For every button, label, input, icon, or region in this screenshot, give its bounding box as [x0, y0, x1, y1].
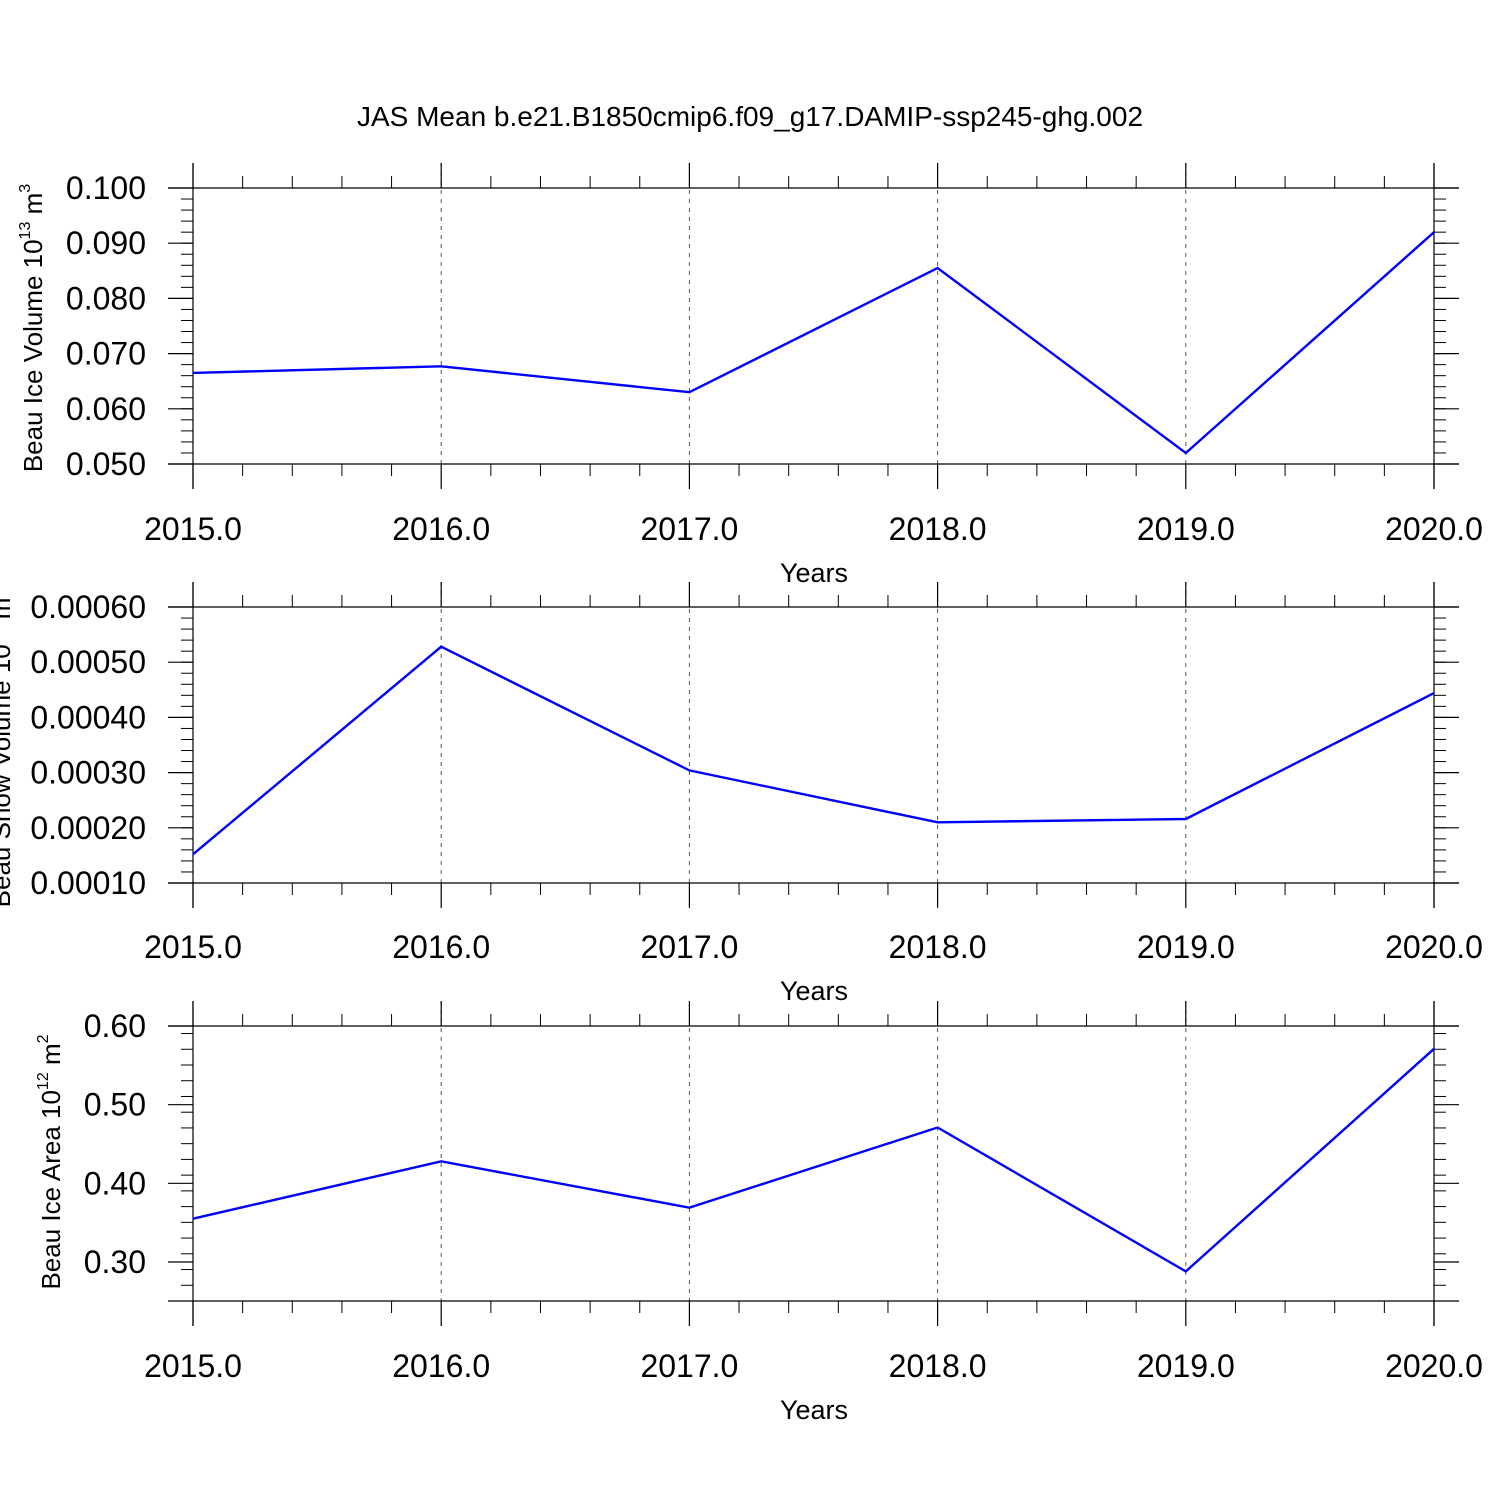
x-tick-label: 2020.0 [1385, 511, 1483, 547]
y-axis-label-unit-exponent: 3 [0, 589, 2, 598]
y-tick-label: 0.00050 [30, 644, 146, 680]
y-tick-label: 0.00040 [30, 699, 146, 735]
y-axis-label: Beau Snow Volume 1013 m3 [0, 589, 16, 908]
x-tick-label: 2015.0 [144, 929, 242, 965]
y-axis-label: Beau Ice Area 1012 m2 [35, 1034, 66, 1289]
y-tick-label: 0.060 [66, 391, 146, 427]
x-tick-label: 2018.0 [889, 929, 987, 965]
y-axis-label-exponent: 13 [17, 222, 34, 240]
panel-2: 0.00010 0.00020 0.00030 0.00040 0.00050 0.000… [0, 582, 1483, 1006]
x-tick-label: 2019.0 [1137, 929, 1235, 965]
y-axis-label-text: Beau Ice Area 10 [36, 1090, 66, 1289]
x-tick-label: 2015.0 [144, 1348, 242, 1384]
x-tick-label: 2018.0 [889, 511, 987, 547]
y-tick-label: 0.60 [84, 1008, 146, 1044]
x-axis-label: Years [780, 558, 848, 588]
y-tick-label: 0.00010 [30, 865, 146, 901]
x-tick-label: 2016.0 [392, 929, 490, 965]
x-tick-label: 2018.0 [889, 1348, 987, 1384]
x-tick-label: 2020.0 [1385, 1348, 1483, 1384]
y-axis-label-text: Beau Ice Volume 10 [18, 239, 48, 472]
x-axis-label: Years [780, 1395, 848, 1425]
y-axis-label-unit-exponent: 3 [17, 184, 34, 193]
x-tick-label: 2016.0 [392, 511, 490, 547]
y-tick-label: 0.50 [84, 1087, 146, 1123]
y-tick-label: 0.100 [66, 170, 146, 206]
y-axis-label-exponent: 12 [35, 1072, 52, 1090]
chart-title: JAS Mean b.e21.B1850cmip6.f09_g17.DAMIP-… [357, 101, 1143, 132]
panel-1: 0.050 0.060 0.070 0.080 0.090 0.100 2015.0 2016… [17, 163, 1483, 588]
series-line [192, 1047, 1435, 1273]
x-tick-label: 2015.0 [144, 511, 242, 547]
y-tick-label: 0.00020 [30, 810, 146, 846]
y-tick-label: 0.00060 [30, 589, 146, 625]
x-axis-label: Years [780, 976, 848, 1006]
y-axis-label-unit: m [36, 1043, 66, 1072]
y-tick-label: 0.080 [66, 280, 146, 316]
x-tick-label: 2020.0 [1385, 929, 1483, 965]
x-tick-label: 2017.0 [640, 929, 738, 965]
x-tick-label: 2016.0 [392, 1348, 490, 1384]
y-tick-label: 0.00030 [30, 755, 146, 791]
x-tick-label: 2019.0 [1137, 511, 1235, 547]
y-axis-label-unit-exponent: 2 [35, 1034, 52, 1043]
y-tick-label: 0.090 [66, 225, 146, 261]
series-line [192, 231, 1435, 455]
y-tick-label: 0.070 [66, 336, 146, 372]
y-tick-label: 0.40 [84, 1165, 146, 1201]
y-tick-label: 0.30 [84, 1244, 146, 1280]
x-tick-label: 2017.0 [640, 511, 738, 547]
y-axis-label: Beau Ice Volume 1013 m3 [17, 184, 48, 472]
panel-3: 0.30 0.40 0.50 0.60 2015.0 2016.0 2017.0 2018.0… [35, 1001, 1483, 1425]
y-tick-label: 0.050 [66, 446, 146, 482]
x-tick-label: 2019.0 [1137, 1348, 1235, 1384]
panels: 0.050 0.060 0.070 0.080 0.090 0.100 2015.0 2016… [0, 163, 1483, 1425]
y-axis-label-unit: m [0, 598, 16, 627]
y-axis-label-exponent: 13 [0, 626, 2, 644]
x-tick-label: 2017.0 [640, 1348, 738, 1384]
series-line [192, 645, 1435, 856]
y-axis-label-unit: m [18, 193, 48, 222]
y-axis-label-text: Beau Snow Volume 10 [0, 644, 16, 907]
